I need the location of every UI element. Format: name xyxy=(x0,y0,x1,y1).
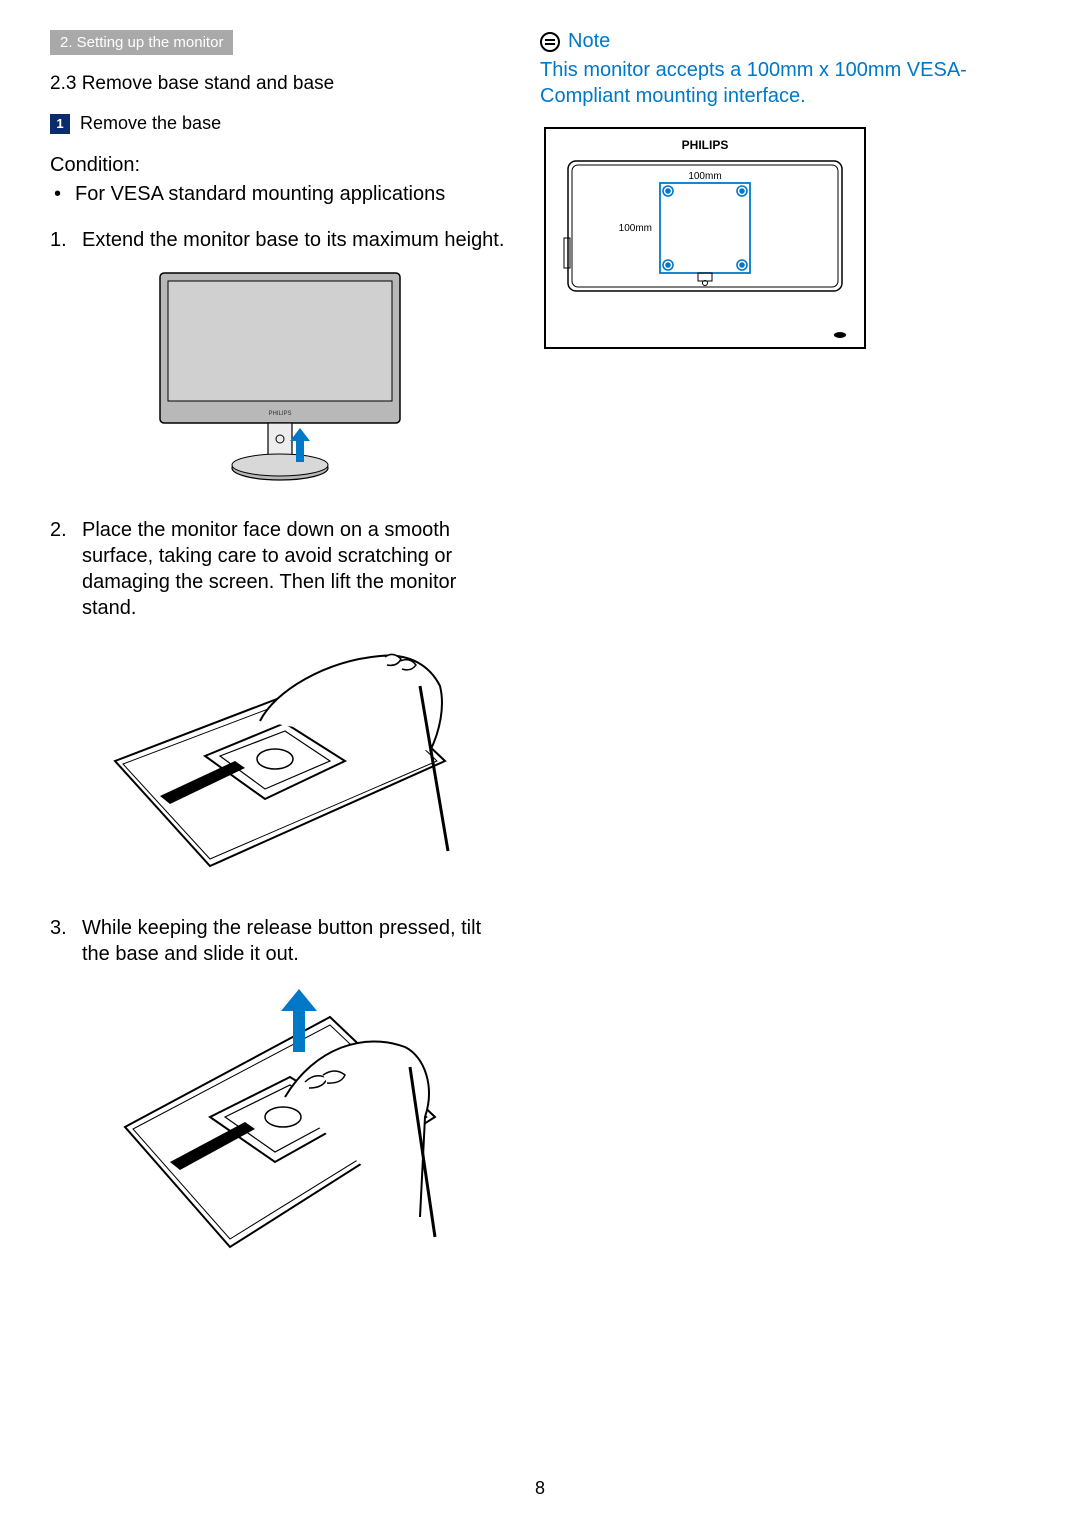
step-row: 3. While keeping the release button pres… xyxy=(50,915,510,967)
step-text: Extend the monitor base to its maximum h… xyxy=(82,227,504,253)
illustration-release-slide xyxy=(50,977,510,1277)
breadcrumb: 2. Setting up the monitor xyxy=(50,30,233,55)
condition-label: Condition: xyxy=(50,154,510,177)
substep-label: Remove the base xyxy=(80,113,221,134)
substep-badge: 1 xyxy=(50,114,70,134)
illustration-facedown-lift xyxy=(50,631,510,891)
step-row: 2. Place the monitor face down on a smoo… xyxy=(50,517,510,621)
step-row: 1. Extend the monitor base to its maximu… xyxy=(50,227,510,253)
note-header: Note xyxy=(540,30,1000,53)
step-num: 3. xyxy=(50,915,74,967)
illustration-monitor-front: PHILIPS xyxy=(50,263,510,493)
bullet-dot: • xyxy=(54,181,61,207)
brand-label: PHILIPS xyxy=(268,411,291,417)
illustration-vesa-diagram: PHILIPS xyxy=(540,123,1000,353)
substep-marker: 1 Remove the base xyxy=(50,113,510,134)
note-body: This monitor accepts a 100mm x 100mm VES… xyxy=(540,57,1000,109)
brand-label: PHILIPS xyxy=(682,138,729,152)
page-number: 8 xyxy=(535,1478,545,1499)
note-label: Note xyxy=(568,30,610,53)
section-heading: 2.3 Remove base stand and base xyxy=(50,73,510,95)
step-num: 1. xyxy=(50,227,74,253)
step-text: Place the monitor face down on a smooth … xyxy=(82,517,510,621)
step-text: While keeping the release button pressed… xyxy=(82,915,510,967)
condition-bullet: • For VESA standard mounting application… xyxy=(50,181,510,207)
step-num: 2. xyxy=(50,517,74,621)
note-icon xyxy=(540,32,560,52)
dim-top-label: 100mm xyxy=(688,171,721,182)
bullet-text: For VESA standard mounting applications xyxy=(75,181,445,207)
dim-left-label: 100mm xyxy=(619,223,652,234)
